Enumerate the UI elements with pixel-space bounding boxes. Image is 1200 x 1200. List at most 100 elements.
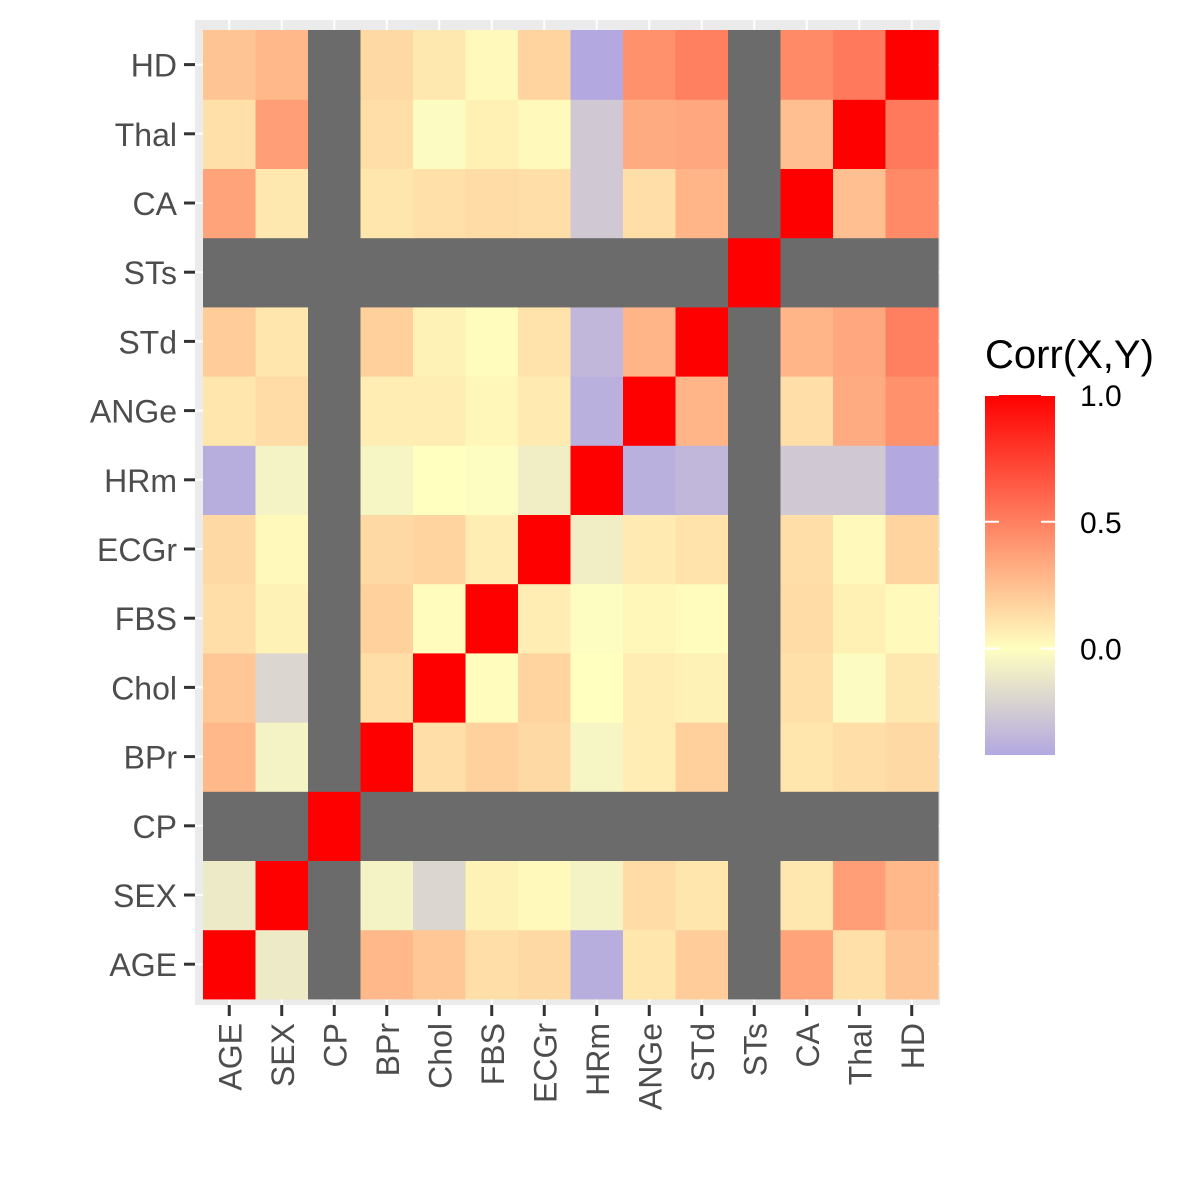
heatmap-cell-HRm-CP	[570, 791, 624, 861]
y-tick-label: AGE	[109, 947, 177, 983]
heatmap-cell-STs-ECGr	[728, 514, 782, 585]
heatmap-cell-STd-Chol	[675, 652, 729, 723]
heatmap-cell-CP-HRm	[308, 445, 362, 515]
heatmap-cell-HRm-HD	[570, 30, 624, 100]
x-tick-label: SEX	[265, 1023, 301, 1087]
heatmap-cell-HD-STs	[885, 237, 939, 308]
heatmap-cell-STs-CA	[728, 168, 782, 239]
heatmap-cell-HD-BPr	[885, 722, 939, 792]
heatmap-cell-Chol-ECGr	[413, 514, 467, 585]
heatmap-cell-Chol-Chol	[413, 652, 467, 723]
heatmap-cell-CA-ANGe	[780, 376, 834, 446]
heatmap-cell-Thal-STs	[833, 237, 887, 308]
heatmap-cell-FBS-HRm	[465, 445, 519, 515]
heatmap-cell-Thal-SEX	[833, 860, 887, 931]
heatmap-cell-SEX-Thal	[255, 99, 309, 169]
heatmap-cell-AGE-HD	[203, 30, 257, 100]
heatmap-cell-Chol-AGE	[413, 929, 467, 1000]
heatmap-cell-HD-Thal	[885, 99, 939, 169]
heatmap-cell-HD-SEX	[885, 860, 939, 931]
heatmap-cell-CA-SEX	[780, 860, 834, 931]
heatmap-cell-FBS-FBS	[465, 583, 519, 654]
heatmap-cell-AGE-CP	[203, 791, 257, 861]
heatmap-cell-Thal-HD	[833, 30, 887, 100]
heatmap-cell-Thal-Thal	[833, 99, 887, 169]
heatmap-cell-BPr-ANGe	[360, 376, 414, 446]
heatmap-cell-STs-SEX	[728, 860, 782, 931]
x-tick-label: Chol	[422, 1023, 458, 1089]
heatmap-cell-SEX-STs	[255, 237, 309, 308]
x-tick-label: STs	[737, 1023, 773, 1076]
x-tick-label: STd	[685, 1023, 721, 1082]
y-tick-label: STs	[124, 255, 177, 291]
heatmap-cell-Chol-ANGe	[413, 376, 467, 446]
y-tick-label: CP	[133, 809, 177, 845]
heatmap-cell-HD-FBS	[885, 583, 939, 654]
heatmap-cell-BPr-BPr	[360, 722, 414, 792]
heatmap-cell-ANGe-STd	[623, 306, 677, 377]
heatmap-cell-STs-BPr	[728, 722, 782, 792]
heatmap-cell-ECGr-BPr	[518, 722, 572, 792]
y-tick-label: Thal	[115, 117, 177, 153]
heatmap-cell-Thal-HRm	[833, 445, 887, 515]
heatmap-cell-AGE-AGE	[203, 929, 257, 1000]
heatmap-cell-ANGe-BPr	[623, 722, 677, 792]
heatmap-cell-CP-ECGr	[308, 514, 362, 585]
heatmap-cell-CP-HD	[308, 30, 362, 100]
heatmap-cell-FBS-CA	[465, 168, 519, 239]
heatmap-cell-STd-Thal	[675, 99, 729, 169]
x-tick-label: CA	[790, 1022, 826, 1067]
heatmap-cell-HRm-SEX	[570, 860, 624, 931]
heatmap-cell-AGE-FBS	[203, 583, 257, 654]
heatmap-cell-STs-CP	[728, 791, 782, 861]
heatmap-cell-HD-HRm	[885, 445, 939, 515]
heatmap-cell-Chol-STd	[413, 306, 467, 377]
legend-tick-label: 0.0	[1080, 634, 1122, 667]
heatmap-cell-CA-FBS	[780, 583, 834, 654]
heatmap-cell-BPr-STs	[360, 237, 414, 308]
heatmap-cell-HRm-BPr	[570, 722, 624, 792]
heatmap-cell-STd-CA	[675, 168, 729, 239]
heatmap-cell-FBS-CP	[465, 791, 519, 861]
x-tick-label: ECGr	[527, 1023, 563, 1103]
heatmap-cell-Thal-Chol	[833, 652, 887, 723]
heatmap-cell-SEX-BPr	[255, 722, 309, 792]
heatmap-cell-STd-HD	[675, 30, 729, 100]
x-tick-label: ANGe	[632, 1023, 668, 1110]
heatmap-cell-AGE-STd	[203, 306, 257, 377]
heatmap-cell-Chol-Thal	[413, 99, 467, 169]
heatmap-cells	[203, 30, 939, 1000]
heatmap-cell-SEX-Chol	[255, 652, 309, 723]
heatmap-cell-SEX-FBS	[255, 583, 309, 654]
heatmap-cell-STd-ECGr	[675, 514, 729, 585]
heatmap-cell-FBS-BPr	[465, 722, 519, 792]
heatmap-cell-STs-HRm	[728, 445, 782, 515]
y-tick-label: STd	[118, 324, 177, 360]
heatmap-cell-AGE-STs	[203, 237, 257, 308]
heatmap-cell-ANGe-Thal	[623, 99, 677, 169]
y-tick-label: Chol	[111, 670, 177, 706]
heatmap-cell-CA-Thal	[780, 99, 834, 169]
heatmap-cell-ECGr-Chol	[518, 652, 572, 723]
heatmap-cell-FBS-ANGe	[465, 376, 519, 446]
heatmap-cell-Chol-BPr	[413, 722, 467, 792]
heatmap-cell-Chol-HD	[413, 30, 467, 100]
heatmap-cell-ECGr-ANGe	[518, 376, 572, 446]
heatmap-cell-STd-STd	[675, 306, 729, 377]
heatmap-cell-ECGr-SEX	[518, 860, 572, 931]
heatmap-cell-CA-AGE	[780, 929, 834, 1000]
heatmap-cell-ANGe-CA	[623, 168, 677, 239]
heatmap-cell-ANGe-FBS	[623, 583, 677, 654]
heatmap-cell-STs-ANGe	[728, 376, 782, 446]
heatmap-cell-Thal-CP	[833, 791, 887, 861]
heatmap-cell-BPr-CP	[360, 791, 414, 861]
heatmap-cell-STd-AGE	[675, 929, 729, 1000]
heatmap-cell-FBS-Chol	[465, 652, 519, 723]
y-tick-label: CA	[133, 186, 178, 222]
heatmap-cell-SEX-STd	[255, 306, 309, 377]
heatmap-cell-STs-STs	[728, 237, 782, 308]
heatmap-cell-CP-AGE	[308, 929, 362, 1000]
heatmap-cell-SEX-ANGe	[255, 376, 309, 446]
heatmap-cell-Thal-STd	[833, 306, 887, 377]
